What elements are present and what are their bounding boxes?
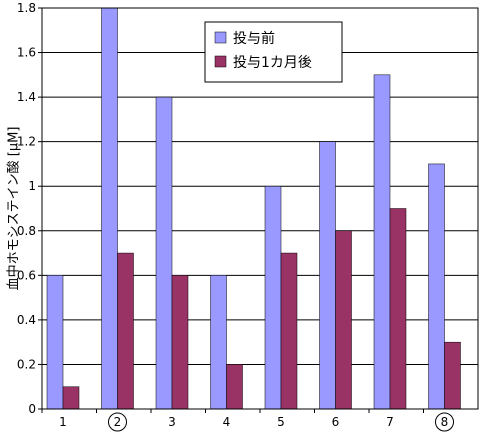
y-tick-label: 0: [28, 402, 36, 416]
y-tick-label: 1: [28, 179, 36, 193]
legend-box: [204, 21, 343, 83]
bar-after-7: [389, 208, 407, 410]
bar-after-2: [117, 252, 134, 410]
x-tick-label: 1: [59, 415, 67, 429]
x-tick-label: 7: [386, 415, 394, 429]
legend-swatch: [214, 31, 227, 44]
y-tick-label: 1.4: [17, 90, 36, 104]
y-tick-label: 1.2: [17, 135, 36, 149]
x-tick-label: 3: [168, 415, 176, 429]
y-tick-label: 0.8: [17, 224, 36, 238]
circle-marker: [435, 412, 454, 432]
bar-before-2: [101, 7, 118, 410]
bar-after-1: [62, 386, 80, 410]
y-axis-label: 血中ホモシステイン酸 [μM]: [7, 127, 22, 291]
x-tick-label: 8: [441, 415, 449, 429]
circle-marker: [108, 412, 127, 432]
bar-before-5: [264, 185, 282, 410]
x-tick-label: 2: [114, 415, 122, 429]
bar-after-8: [444, 341, 461, 410]
y-tick-label: 1.8: [17, 1, 36, 15]
x-axis-ticks: 1 2 3 4 5 6 7 8: [41, 409, 454, 432]
bar-before-7: [373, 74, 391, 410]
bar-before-6: [319, 141, 336, 410]
bar-before-3: [155, 96, 173, 410]
bar-after-4: [226, 364, 243, 410]
y-tick-label: 0.6: [17, 268, 36, 282]
y-tick-label: 0.2: [17, 357, 36, 371]
legend-label: 投与1カ月後: [233, 55, 312, 71]
bar-after-3: [171, 275, 189, 410]
y-axis-ticks: 0 0.2 0.4 0.6 0.8 1 1.2 1.4 1.6 1.8: [17, 1, 42, 416]
y-tick-label: 0.4: [17, 313, 36, 327]
bar-before-4: [210, 275, 227, 410]
x-tick-label: 5: [277, 415, 285, 429]
bar-after-6: [335, 230, 352, 410]
legend-label: 投与前: [233, 30, 275, 47]
x-tick-label: 6: [332, 415, 340, 429]
bar-after-5: [280, 252, 298, 410]
y-tick-label: 1.6: [17, 46, 36, 60]
bar-before-8: [428, 163, 445, 410]
bar-before-1: [46, 275, 64, 410]
legend-swatch: [214, 55, 227, 68]
x-tick-label: 4: [223, 415, 231, 429]
